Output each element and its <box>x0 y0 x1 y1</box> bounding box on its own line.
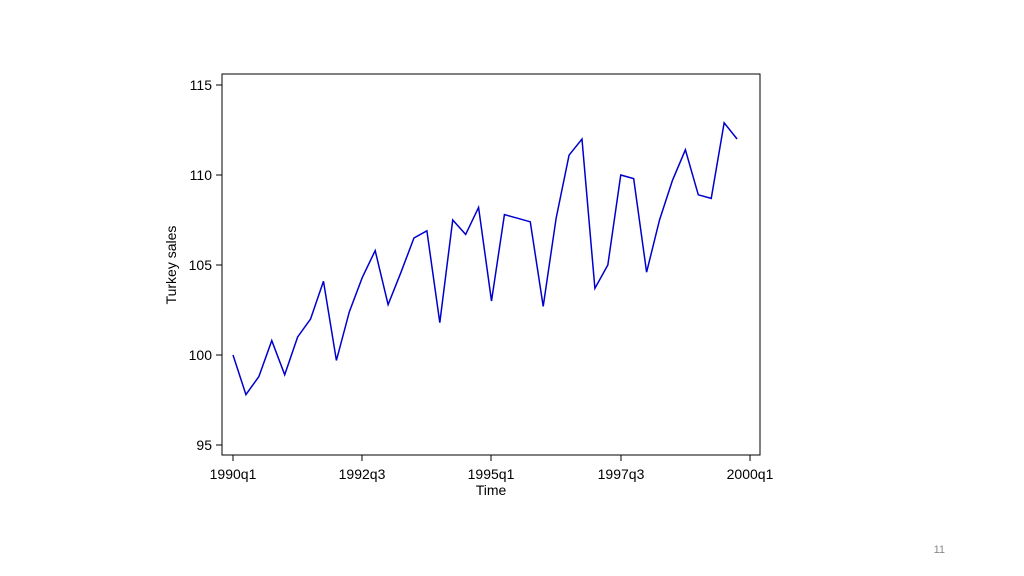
data-point <box>464 233 467 236</box>
data-point <box>619 174 622 177</box>
data-point <box>438 321 441 324</box>
y-tick-label: 115 <box>190 77 213 93</box>
data-point <box>710 197 713 200</box>
data-point <box>477 206 480 209</box>
data-point <box>257 375 260 378</box>
data-point <box>658 219 661 222</box>
data-point <box>671 179 674 182</box>
data-point <box>335 359 338 362</box>
data-point <box>244 393 247 396</box>
series-line <box>232 121 738 397</box>
data-point <box>309 318 312 321</box>
data-point <box>542 305 545 308</box>
x-axis-title: Time <box>476 482 507 498</box>
data-point <box>632 177 635 180</box>
x-axis: 1990q1 1992q3 1995q1 1997q3 2000q1 <box>210 455 774 482</box>
data-point <box>568 154 571 157</box>
data-point <box>736 138 739 141</box>
data-point <box>490 300 493 303</box>
y-axis-title: Turkey sales <box>163 226 179 305</box>
data-point <box>283 373 286 376</box>
data-point <box>723 121 726 124</box>
y-axis: 95 100 105 110 115 <box>189 77 222 453</box>
data-point <box>516 217 519 220</box>
y-tick-label: 100 <box>189 347 213 363</box>
data-point <box>580 138 583 141</box>
x-tick-label: 1992q3 <box>339 466 386 482</box>
x-tick-label: 1995q1 <box>468 466 515 482</box>
plot-frame <box>221 73 761 456</box>
data-point <box>503 213 506 216</box>
data-point <box>400 271 403 274</box>
data-point <box>606 264 609 267</box>
data-point <box>270 339 273 342</box>
data-point <box>697 193 700 196</box>
data-point <box>296 336 299 339</box>
slide-number: 11 <box>933 544 945 556</box>
x-tick-label: 1997q3 <box>598 466 645 482</box>
data-point <box>425 229 428 232</box>
data-point <box>451 219 454 222</box>
y-tick-label: 110 <box>190 167 213 183</box>
series-layer <box>232 121 739 397</box>
data-point <box>684 148 687 151</box>
data-point <box>348 310 351 313</box>
data-point <box>555 217 558 220</box>
data-point <box>529 220 532 223</box>
data-point <box>361 276 364 279</box>
data-point <box>322 280 325 283</box>
x-tick-label: 2000q1 <box>727 466 774 482</box>
data-point <box>232 354 235 357</box>
y-tick-label: 95 <box>196 437 212 453</box>
data-point <box>412 237 415 240</box>
data-point <box>387 303 390 306</box>
data-point <box>645 271 648 274</box>
y-tick-label: 105 <box>189 257 213 273</box>
data-point <box>374 249 377 252</box>
data-point <box>593 287 596 290</box>
x-tick-label: 1990q1 <box>210 466 257 482</box>
